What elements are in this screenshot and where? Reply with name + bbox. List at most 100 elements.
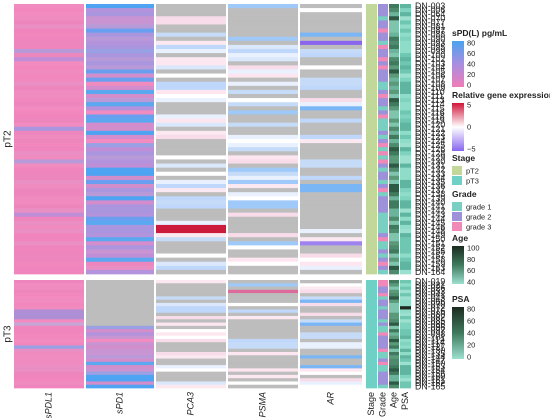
heatmap-cell xyxy=(228,143,298,148)
heatmap-cell xyxy=(86,332,154,336)
heatmap-cell xyxy=(389,345,399,350)
heatmap-cell xyxy=(400,114,411,119)
heatmap-cell xyxy=(389,245,399,250)
heatmap-cell xyxy=(378,216,388,222)
heatmap-cell xyxy=(228,216,298,222)
heatmap-cell xyxy=(14,319,84,323)
heatmap-cell xyxy=(156,28,226,33)
heatmap-cell xyxy=(389,229,399,234)
heatmap-cell xyxy=(389,102,399,107)
heatmap-cell xyxy=(389,309,399,314)
heatmap-cell xyxy=(378,175,388,181)
heatmap-cell xyxy=(300,312,362,317)
heatmap-cell xyxy=(228,299,298,304)
legend-colorbar xyxy=(452,246,464,284)
heatmap-cell xyxy=(86,265,154,271)
heatmap-cell xyxy=(378,49,388,54)
heatmap-cell xyxy=(366,229,377,234)
row-label: DN-123 xyxy=(415,132,445,142)
row-label: DN-128 xyxy=(415,148,445,158)
heatmap-cell xyxy=(389,20,399,25)
heatmap-cell xyxy=(228,24,298,29)
heatmap-cell xyxy=(378,200,388,205)
heatmap-cell xyxy=(228,114,298,119)
heatmap-cell xyxy=(228,358,298,363)
heatmap-cell xyxy=(14,316,84,320)
heatmap-cell xyxy=(228,57,298,62)
heatmap-cell xyxy=(156,143,226,148)
annotation-label: Age xyxy=(388,392,398,408)
row-label: DN-132 xyxy=(415,165,445,175)
row-labels: DN-003DN-006DN-064DN-070DN-077DN-081DN-0… xyxy=(415,1,445,391)
heatmap-cell xyxy=(14,20,84,25)
heatmap-cell xyxy=(86,151,154,156)
heatmap-cell xyxy=(378,61,388,66)
heatmap-cell xyxy=(389,81,399,87)
heatmap-cell xyxy=(156,371,226,376)
heatmap-cell xyxy=(86,361,154,366)
heatmap-cell xyxy=(156,8,226,13)
heatmap-cell xyxy=(366,40,377,46)
heatmap-cell xyxy=(14,61,84,66)
row-label: DN-165 xyxy=(415,381,445,391)
heatmap-cell xyxy=(156,365,226,369)
heatmap-cell xyxy=(156,61,226,66)
heatmap-cell xyxy=(378,110,388,115)
heatmap-cell xyxy=(366,44,377,50)
heatmap-cell xyxy=(14,147,84,152)
heatmap-cell xyxy=(228,69,298,74)
heatmap-cell xyxy=(86,316,154,320)
heatmap-cell xyxy=(378,196,388,201)
legend-colorbar xyxy=(452,307,464,359)
heatmap-cell xyxy=(300,329,362,333)
legend-tick: 20 xyxy=(467,341,475,350)
heatmap-cell xyxy=(228,325,298,330)
legend-swatch xyxy=(452,222,462,231)
heatmap-cell xyxy=(389,179,399,185)
heatmap-cell xyxy=(389,325,399,330)
heatmap-cell xyxy=(300,114,362,119)
heatmap-cell xyxy=(86,65,154,70)
heatmap-cell xyxy=(389,163,399,168)
heatmap-cell xyxy=(400,233,411,238)
heatmap-cell xyxy=(378,40,388,46)
row-label: DN-116 xyxy=(415,107,445,117)
legend-item-label: pT2 xyxy=(466,167,479,176)
heatmap-cell xyxy=(300,73,362,78)
heatmap-cell xyxy=(378,167,388,173)
heatmap-cell xyxy=(366,381,377,386)
heatmap-cell xyxy=(228,49,298,54)
heatmap-cell xyxy=(86,338,154,343)
heatmap-cell xyxy=(300,283,362,287)
heatmap-cell xyxy=(86,348,154,353)
heatmap-cell xyxy=(366,179,377,185)
heatmap-cell xyxy=(300,163,362,168)
heatmap-cell xyxy=(86,365,154,369)
heatmap-cell xyxy=(378,316,388,320)
row-label: DN-142 xyxy=(415,206,445,216)
row-label: DN-118 xyxy=(415,112,445,122)
heatmap-cell xyxy=(378,16,388,21)
heatmap-cell xyxy=(228,365,298,369)
heatmap-cell xyxy=(389,216,399,222)
heatmap-cell xyxy=(300,130,362,136)
heatmap-cell xyxy=(300,192,362,197)
heatmap-cell xyxy=(14,329,84,333)
heatmap-cell xyxy=(366,312,377,317)
heatmap-cell xyxy=(156,151,226,156)
heatmap-cell xyxy=(389,12,399,17)
heatmap-cell xyxy=(86,352,154,356)
heatmap-cell xyxy=(378,179,388,185)
legend-item-label: grade 2 xyxy=(466,213,491,222)
heatmap-cell xyxy=(378,329,388,333)
heatmap-cell xyxy=(86,12,154,17)
heatmap-cell xyxy=(366,241,377,246)
heatmap-cell xyxy=(400,159,411,164)
heatmap-cell xyxy=(14,229,84,234)
row-label: DN-161 xyxy=(415,375,445,385)
heatmap-cell xyxy=(300,384,362,389)
heatmap-cell xyxy=(86,94,154,99)
heatmap-cell xyxy=(300,241,362,246)
heatmap-cell xyxy=(14,312,84,317)
heatmap-cell xyxy=(156,110,226,115)
